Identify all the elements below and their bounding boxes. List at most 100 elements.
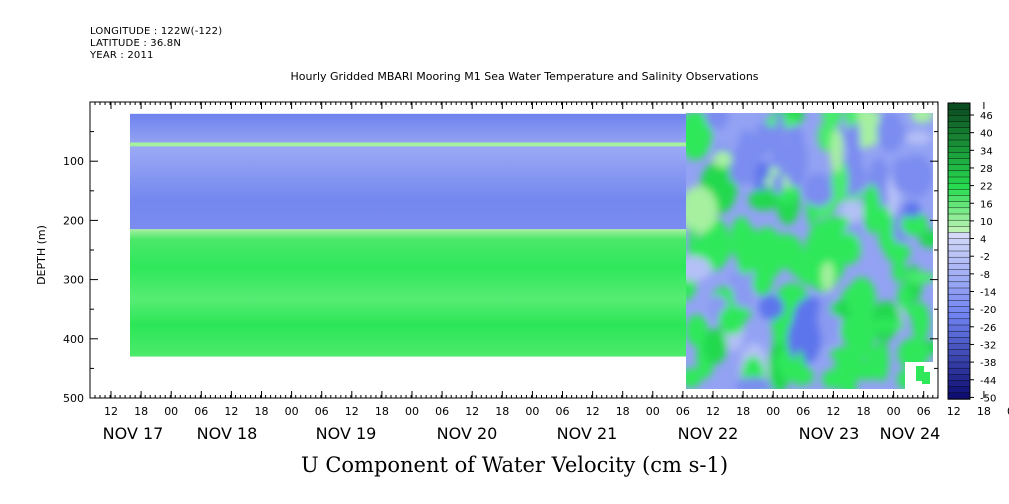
x-tick-label: 18 <box>736 405 750 418</box>
field-patch <box>803 173 834 207</box>
colorbar-cell <box>947 275 971 283</box>
x-tick-label: 06 <box>435 405 449 418</box>
field-mixed-patches <box>686 113 933 389</box>
field-patch <box>771 144 788 164</box>
x-tick-label: 12 <box>586 405 600 418</box>
x-tick-label: 00 <box>766 405 780 418</box>
field-patch <box>835 216 850 229</box>
field-patch <box>686 255 712 282</box>
field-patch <box>905 271 933 284</box>
x-tick-label: 12 <box>224 405 238 418</box>
colorbar-cell <box>947 324 971 332</box>
field-blue-upper <box>130 113 687 230</box>
y-tick-label: 200 <box>63 214 84 227</box>
x-axis-title: U Component of Water Velocity (cm s-1) <box>300 453 729 477</box>
colorbar-label: -38 <box>980 358 996 369</box>
colorbar-cell <box>947 244 971 252</box>
field-patch <box>735 377 772 389</box>
colorbar-cell <box>947 201 971 209</box>
latitude-label: LATITUDE : 36.8N <box>90 38 182 49</box>
colorbar-label: 4 <box>980 235 986 246</box>
field-patch <box>718 307 745 335</box>
x-tick-label: 00 <box>164 405 178 418</box>
colorbar-cell <box>947 318 971 326</box>
y-tick-label: 300 <box>63 274 84 287</box>
colorbar-cell <box>947 108 971 117</box>
field-patch <box>829 128 844 174</box>
x-tick-label: 06 <box>676 405 690 418</box>
field-patch <box>729 166 757 185</box>
x-day-label: NOV 23 <box>799 424 860 443</box>
field-patch <box>705 113 729 130</box>
colorbar-cell <box>947 145 971 154</box>
colorbar-cell <box>947 102 971 110</box>
colorbar-cell <box>947 238 971 246</box>
colorbar-cell <box>947 343 971 351</box>
colorbar-frame <box>947 102 971 400</box>
x-tick-label: 18 <box>857 405 871 418</box>
colorbar-cell <box>947 306 971 314</box>
field-patch <box>919 230 933 248</box>
field-patch <box>686 367 702 388</box>
field-patch <box>772 173 784 195</box>
field-patch <box>877 204 892 249</box>
field-patch <box>821 260 834 292</box>
field-patch <box>844 113 858 127</box>
field-patch <box>784 133 808 188</box>
field-patch <box>686 186 718 235</box>
field-patch <box>686 113 712 161</box>
x-tick-label: 12 <box>104 405 118 418</box>
colorbar-cell <box>947 361 971 369</box>
colorbar-label: 46 <box>980 111 993 122</box>
x-tick-label: 12 <box>947 405 961 418</box>
colorbar-cell <box>947 312 971 320</box>
colorbar-cell <box>947 263 971 271</box>
colorbar-cell <box>947 374 971 382</box>
x-tick-label: 18 <box>616 405 630 418</box>
colorbar-label: 10 <box>980 217 993 228</box>
y-tick-label: 100 <box>63 155 84 168</box>
colorbar-cell <box>947 293 971 302</box>
colorbar-cell <box>947 195 971 203</box>
y-tick-label: 500 <box>63 392 84 405</box>
field-green-lower <box>130 229 687 357</box>
colorbar-cell <box>947 158 971 166</box>
colorbar-cell <box>947 367 971 376</box>
field-patch <box>916 366 924 381</box>
colorbar-cell <box>947 287 971 295</box>
field-patch <box>821 369 841 389</box>
x-tick-label: 06 <box>194 405 208 418</box>
longitude-label: LONGITUDE : 122W(-122) <box>90 26 223 37</box>
field-patch <box>892 257 906 283</box>
x-tick-label: 12 <box>706 405 720 418</box>
field-patch <box>747 135 769 160</box>
field-patch <box>758 294 785 320</box>
field-patch <box>876 113 904 153</box>
field-light-band <box>130 142 687 147</box>
colorbar-cell <box>947 127 971 135</box>
colorbar-cell <box>947 170 971 178</box>
x-tick-label: 18 <box>255 405 269 418</box>
colorbar-cell <box>947 164 971 172</box>
x-tick-label: 12 <box>465 405 479 418</box>
colorbar-cell <box>947 189 971 197</box>
colorbar-cell <box>947 219 971 228</box>
field-patch <box>712 150 733 168</box>
chart-title: Hourly Gridded MBARI Mooring M1 Sea Wate… <box>290 70 759 83</box>
field-patch <box>911 302 930 342</box>
field-patch <box>904 131 932 145</box>
x-tick-label: 06 <box>556 405 570 418</box>
field-patch <box>846 115 861 164</box>
x-tick-label: 18 <box>495 405 509 418</box>
field-patch <box>686 314 709 347</box>
colorbar-cell <box>947 256 971 265</box>
x-tick-label: 12 <box>345 405 359 418</box>
x-day-label: NOV 24 <box>880 424 941 443</box>
colorbar-cell <box>947 355 971 363</box>
x-day-label: NOV 18 <box>197 424 258 443</box>
colorbar-cell <box>947 349 971 357</box>
field-patch <box>863 184 881 235</box>
colorbar-label: -20 <box>980 305 996 316</box>
colorbar-label: -14 <box>980 288 996 299</box>
colorbar-cell <box>947 176 971 184</box>
